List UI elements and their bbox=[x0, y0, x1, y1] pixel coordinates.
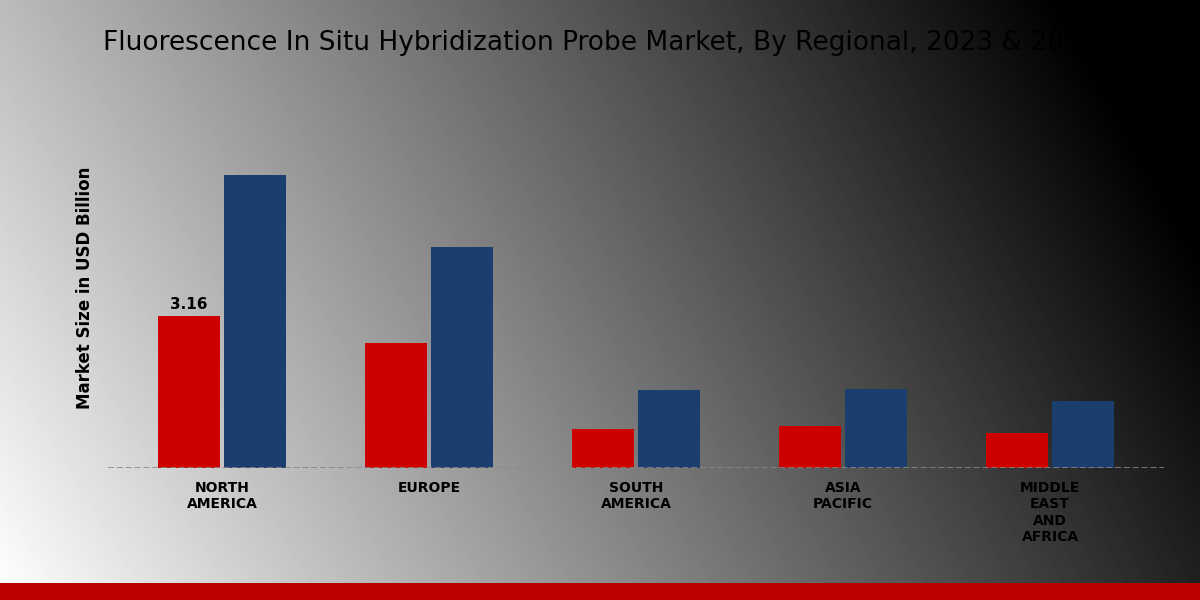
Bar bbox=[986, 433, 1048, 468]
Bar bbox=[845, 389, 907, 468]
Text: 3.16: 3.16 bbox=[170, 298, 208, 313]
Bar bbox=[572, 428, 634, 468]
Bar bbox=[431, 247, 493, 468]
Bar bbox=[779, 426, 841, 468]
Text: Fluorescence In Situ Hybridization Probe Market, By Regional, 2023 & 2032: Fluorescence In Situ Hybridization Probe… bbox=[103, 30, 1097, 56]
Bar bbox=[1052, 401, 1115, 468]
Bar bbox=[157, 316, 220, 468]
Bar bbox=[224, 175, 286, 468]
Y-axis label: Market Size in USD Billion: Market Size in USD Billion bbox=[76, 167, 94, 409]
Bar bbox=[638, 390, 700, 468]
Bar bbox=[365, 343, 427, 468]
